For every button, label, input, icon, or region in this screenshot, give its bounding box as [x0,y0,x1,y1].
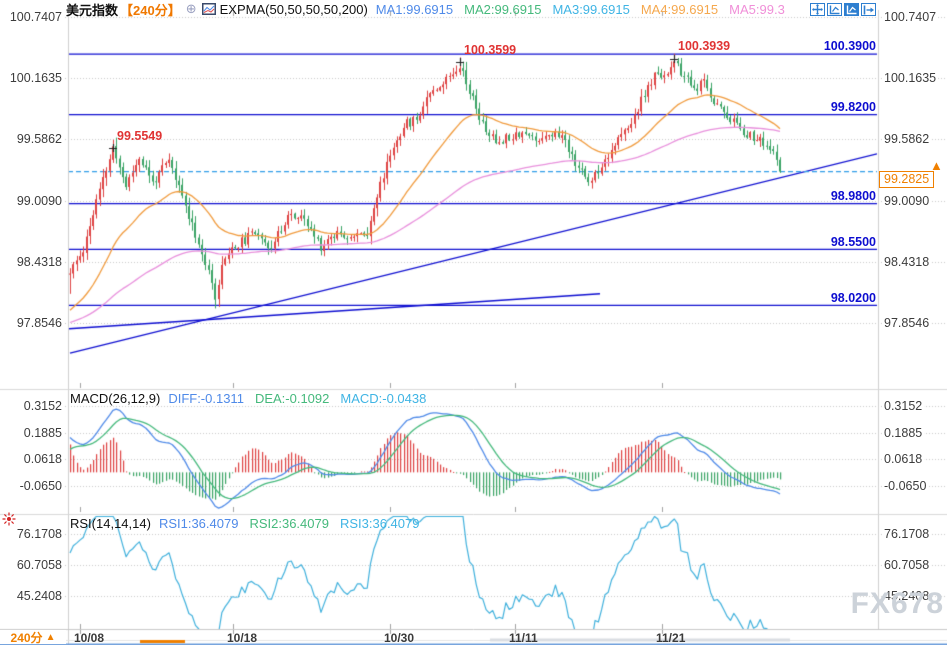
macd-y-label-right: 0.1885 [882,426,925,440]
period-up-arrow-icon: ▲ [45,631,56,643]
price-annotation: 100.3599 [464,43,517,57]
ma1-value: MA1:99.6915 [375,1,454,17]
y-label-right: 99.0090 [882,194,932,208]
macd-y-label-left: -0.0650 [0,479,64,493]
move-icon [812,4,823,15]
rsi-title: RSI(14,14,14) [70,516,151,531]
exit-fullscreen-button[interactable] [861,3,876,16]
date-label: 10/30 [384,631,415,645]
macd-y-label-right: -0.0650 [882,479,929,493]
chart-mode-icon [846,5,857,15]
y-label-left: 100.1635 [0,71,64,85]
indicator-settings-icon[interactable] [2,512,16,531]
macd-y-label-left: 0.3152 [0,399,64,413]
macd-diff-value: DIFF:-0.1311 [168,391,244,406]
mini-chart-icon[interactable] [201,3,216,15]
pan-move-button[interactable] [810,3,825,16]
ma3-value: MA3:99.6915 [552,1,630,17]
axis-scale-icon [829,5,840,15]
ma4-value: MA4:99.6915 [640,1,719,17]
scale-axis-button[interactable] [827,3,842,16]
period-label: 【240分】 [120,2,181,18]
y-label-left: 100.7407 [0,10,64,24]
indicator-name: EXPMA(50,50,50,50,200) [219,1,368,17]
macd-title: MACD(26,12,9) [70,391,161,406]
rsi-y-label-right: 45.2408 [882,589,932,603]
rsi1-value: RSI1:36.4079 [158,516,239,531]
symbol-title: 美元指数 [66,2,119,18]
price-annotation: 100.3939 [678,39,731,53]
y-label-left: 98.4318 [0,255,64,269]
level-label: 98.0200 [830,291,876,305]
current-price-tag: 99.2825 [879,171,935,188]
macd-y-label-left: 0.1885 [0,426,64,440]
y-label-left: 97.8546 [0,316,64,330]
macd-macd-value: MACD:-0.0438 [340,391,427,406]
rsi3-value: RSI3:36.4079 [339,516,420,531]
macd-dea-value: DEA:-0.1092 [254,391,330,406]
chart-mode-button[interactable] [844,3,859,16]
level-label: 98.9800 [830,189,876,203]
date-label: 11/21 [656,631,686,645]
y-label-right: 98.4318 [882,255,932,269]
y-label-right: 97.8546 [882,316,932,330]
level-label: 99.8200 [830,100,876,114]
y-label-left: 99.0090 [0,194,64,208]
timeframe-selector[interactable]: 240分 ▲ [0,630,66,645]
macd-y-label-left: 0.0618 [0,452,64,466]
rsi-y-label-left: 60.7058 [0,558,64,572]
macd-y-label-right: 0.0618 [882,452,925,466]
ma2-value: MA2:99.6915 [464,1,542,17]
y-label-right: 100.1635 [882,71,939,85]
watermark: FX678 [850,587,944,620]
date-label: 11/11 [509,631,538,645]
macd-y-label-right: 0.3152 [882,399,925,413]
level-label: 98.5500 [830,235,876,249]
chart-header: 美元指数 【240分】 ⊕ EXPMA(50,50,50,50,200) MA1… [66,1,785,18]
price-marker-arrow-icon: ▲ [930,158,943,173]
rsi-y-label-right: 60.7058 [882,558,932,572]
ma5-value: MA5:99.3 [729,1,785,17]
y-label-right: 99.5862 [882,132,932,146]
timeframe-label: 240分 [10,630,43,645]
y-label-right: 100.7407 [882,10,939,24]
rsi-y-label-left: 45.2408 [0,589,64,603]
chart-toolbar [810,3,876,16]
price-annotation: 99.5549 [117,129,163,143]
add-indicator-icon[interactable]: ⊕ [185,1,197,16]
rsi-y-label-left: 76.1708 [0,527,64,541]
date-label: 10/18 [227,631,258,645]
rsi-header: RSI(14,14,14) RSI1:36.4079 RSI2:36.4079 … [70,516,419,531]
y-label-left: 99.5862 [0,132,64,146]
macd-header: MACD(26,12,9) DIFF:-0.1311 DEA:-0.1092 M… [70,391,426,406]
level-label: 100.3900 [823,39,876,53]
exit-arrow-icon [863,5,874,15]
rsi2-value: RSI2:36.4079 [249,516,329,531]
date-label: 10/08 [74,631,105,645]
rsi-y-label-right: 76.1708 [882,527,932,541]
